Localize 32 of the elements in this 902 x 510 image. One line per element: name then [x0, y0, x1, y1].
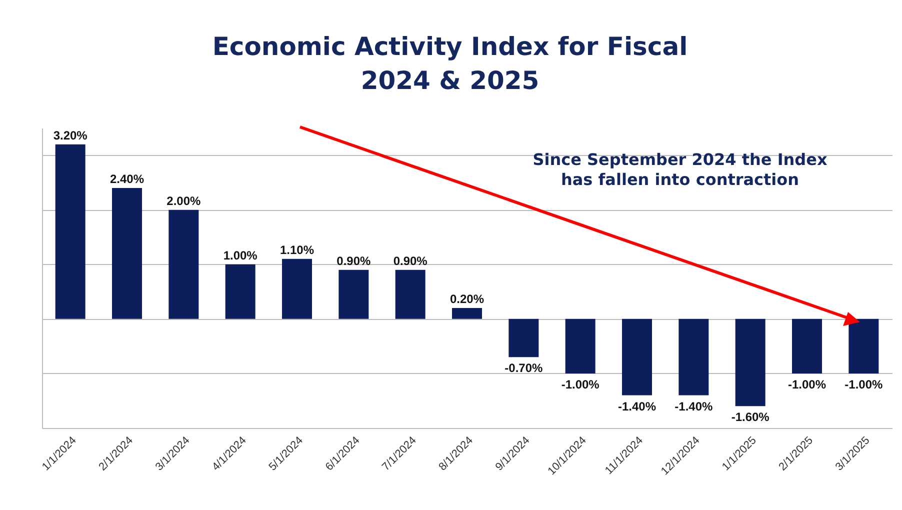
chart-title: Economic Activity Index for Fiscal 2024 & 2025 — [211, 31, 689, 97]
data-label: -1.40% — [618, 399, 656, 414]
bar — [565, 318, 596, 374]
bar — [622, 318, 652, 396]
data-label: 2.40% — [110, 172, 144, 186]
bar — [848, 318, 879, 374]
bar — [395, 270, 426, 319]
data-label: 1.10% — [280, 242, 314, 257]
bar — [282, 258, 312, 319]
bar — [112, 188, 142, 319]
data-label: -1.60% — [731, 410, 770, 424]
data-label: -1.00% — [844, 377, 884, 392]
data-label: -1.00% — [788, 377, 826, 392]
annotation: Since September 2024 the Index has fallen into contraction — [532, 150, 828, 190]
bar — [168, 210, 199, 319]
data-label: 2.00% — [166, 194, 202, 208]
data-label: 1.00% — [223, 248, 258, 262]
bar — [225, 264, 256, 319]
bar — [735, 318, 766, 406]
data-label: 3.20% — [53, 128, 88, 142]
data-label: 0.90% — [393, 254, 428, 268]
bar — [55, 144, 86, 319]
bar — [792, 318, 822, 374]
data-label: 0.20% — [450, 292, 484, 306]
data-label: -1.00% — [561, 377, 600, 392]
bar — [338, 270, 369, 319]
data-label: -0.70% — [504, 361, 544, 376]
bar — [508, 318, 539, 358]
bar — [678, 318, 709, 396]
data-label: -1.40% — [674, 399, 714, 414]
bar — [452, 308, 482, 319]
data-label: 0.90% — [336, 254, 372, 268]
